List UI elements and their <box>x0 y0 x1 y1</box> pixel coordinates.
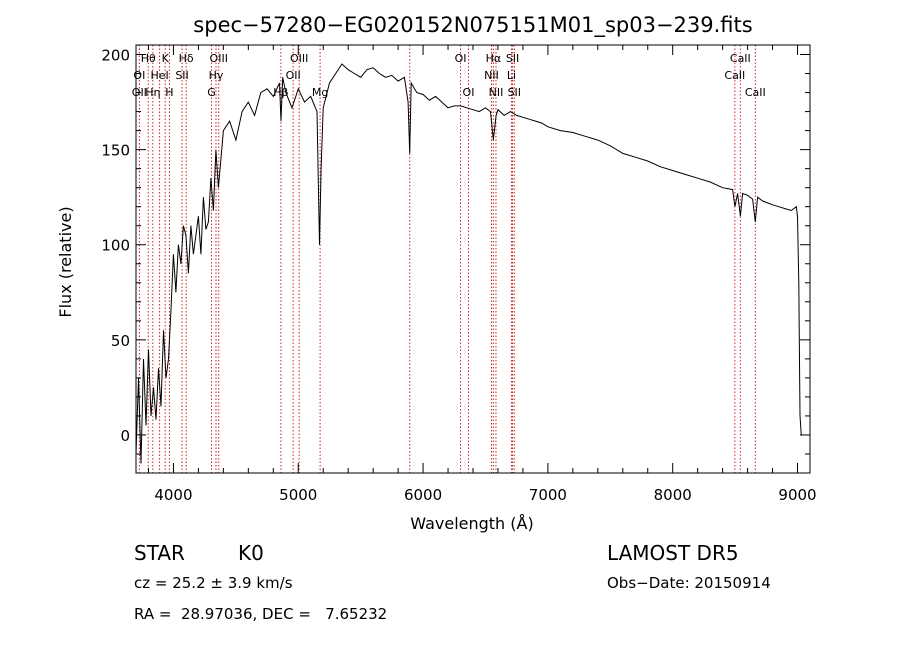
annotation-label: SII <box>508 86 521 99</box>
x-tick-label: 9000 <box>778 486 816 504</box>
annotation-label: H <box>165 86 173 99</box>
y-tick-label: 100 <box>101 237 130 255</box>
annotation-label: NII <box>484 69 499 82</box>
annotation-label: Hα <box>486 52 502 65</box>
annotation-label: Hδ <box>179 52 194 65</box>
annotation-label: CaII <box>745 86 766 99</box>
annotation-label: Li <box>507 69 516 82</box>
observation-date: Obs−Date: 20150914 <box>607 574 771 592</box>
annotation-label: SII <box>506 52 519 65</box>
x-tick-label: 8000 <box>654 486 692 504</box>
chart-title: spec−57280−EG020152N075151M01_sp03−239.f… <box>193 13 752 38</box>
annotation-label: SII <box>175 69 188 82</box>
y-tick-label: 50 <box>111 332 130 350</box>
x-tick-label: 4000 <box>154 486 192 504</box>
annotation-label: NII <box>489 86 504 99</box>
x-axis-label: Wavelength (Å) <box>410 514 533 533</box>
annotation-label: OIII <box>290 52 308 65</box>
y-tick-label: 0 <box>120 427 130 445</box>
annotation-label: CaII <box>724 69 745 82</box>
emission-line-markers <box>138 45 756 473</box>
annotation-label: Mg <box>312 86 328 99</box>
object-class: STAR <box>134 541 185 565</box>
annotation-label: HeI <box>150 69 168 82</box>
y-axis-ticks: 0 50 100 150 200 <box>101 47 810 455</box>
survey-name: LAMOST DR5 <box>607 541 739 565</box>
annotation-label: Hγ <box>209 69 224 82</box>
annotation-label: Hη <box>145 86 160 99</box>
sky-coordinates: RA = 28.97036, DEC = 7.65232 <box>134 605 388 623</box>
y-tick-label: 150 <box>101 142 130 160</box>
x-tick-label: 6000 <box>404 486 442 504</box>
annotation-label: OI <box>463 86 475 99</box>
spectrum-line <box>135 63 803 464</box>
annotation-label: Hθ <box>141 52 156 65</box>
annotation-label: G <box>207 86 216 99</box>
annotation-label: OII <box>286 69 301 82</box>
annotation-label: CaII <box>730 52 751 65</box>
y-axis-label: Flux (relative) <box>56 206 75 317</box>
annotation-label: OI <box>133 69 145 82</box>
object-subclass: K0 <box>238 541 264 565</box>
annotation-label: OIII <box>210 52 228 65</box>
x-tick-label: 7000 <box>529 486 567 504</box>
y-tick-label: 200 <box>101 47 130 65</box>
annotation-label: OI <box>455 52 467 65</box>
redshift-velocity: cz = 25.2 ± 3.9 km/s <box>134 574 293 592</box>
x-tick-label: 5000 <box>279 486 317 504</box>
x-axis-ticks: 4000 5000 6000 7000 8000 9000 <box>147 45 817 504</box>
annotation-label: K <box>162 52 170 65</box>
